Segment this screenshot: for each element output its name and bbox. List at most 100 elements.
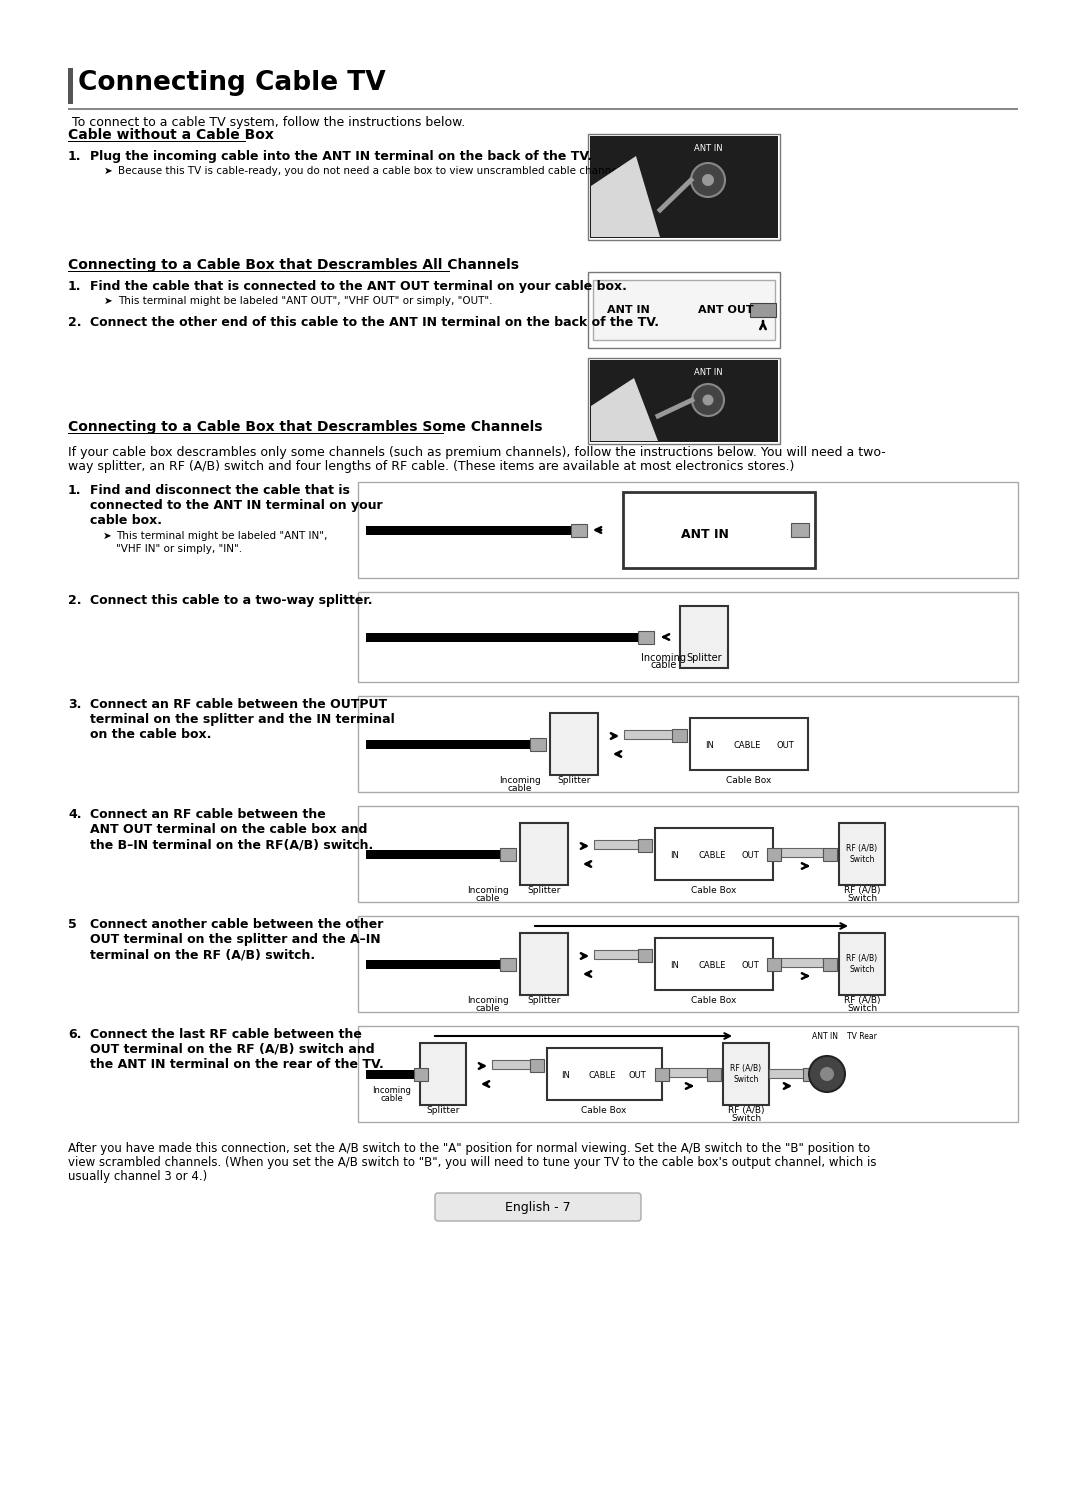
Text: Find the cable that is connected to the ANT OUT terminal on your cable box.: Find the cable that is connected to the … xyxy=(90,280,626,293)
Text: Splitter: Splitter xyxy=(686,653,721,664)
Text: IN: IN xyxy=(705,741,715,750)
Bar xyxy=(707,1067,721,1080)
Text: cable box.: cable box. xyxy=(90,513,162,527)
Text: Connecting Cable TV: Connecting Cable TV xyxy=(78,70,386,97)
Text: After you have made this connection, set the A/B switch to the "A" position for : After you have made this connection, set… xyxy=(68,1141,870,1155)
Text: ➤: ➤ xyxy=(104,296,112,307)
Bar xyxy=(357,482,1018,577)
Text: RF (A/B): RF (A/B) xyxy=(730,1064,761,1073)
Bar xyxy=(366,960,503,969)
Bar xyxy=(357,592,1018,682)
Text: OUT terminal on the splitter and the A–IN: OUT terminal on the splitter and the A–I… xyxy=(90,933,380,946)
Text: cable: cable xyxy=(651,661,677,670)
Text: Connect an RF cable between the: Connect an RF cable between the xyxy=(90,808,326,821)
Bar xyxy=(804,1067,816,1080)
Circle shape xyxy=(820,1067,834,1080)
Text: Connect the last RF cable between the: Connect the last RF cable between the xyxy=(90,1028,362,1042)
Bar xyxy=(638,948,652,961)
Bar xyxy=(530,1058,544,1071)
Text: RF (A/B): RF (A/B) xyxy=(843,885,880,894)
Bar xyxy=(366,1070,418,1079)
Text: CABLE: CABLE xyxy=(699,961,726,970)
Text: Cable Box: Cable Box xyxy=(727,777,772,786)
Text: Connect another cable between the other: Connect another cable between the other xyxy=(90,918,383,931)
Text: cable: cable xyxy=(508,784,532,793)
Text: 5: 5 xyxy=(68,918,77,931)
Text: 1.: 1. xyxy=(68,150,81,164)
Bar xyxy=(750,304,777,317)
Bar xyxy=(571,524,588,537)
Text: ANT IN: ANT IN xyxy=(607,305,649,315)
Text: Connecting to a Cable Box that Descrambles All Channels: Connecting to a Cable Box that Descrambl… xyxy=(68,257,519,272)
Bar xyxy=(590,135,778,238)
Bar xyxy=(546,1048,662,1100)
Text: Incoming: Incoming xyxy=(468,995,509,1004)
Text: This terminal might be labeled "ANT IN",: This terminal might be labeled "ANT IN", xyxy=(116,531,327,542)
Bar xyxy=(839,823,885,885)
Bar xyxy=(357,806,1018,902)
Bar xyxy=(839,933,885,995)
Bar xyxy=(781,848,823,857)
Text: CABLE: CABLE xyxy=(589,1071,616,1080)
Bar xyxy=(519,823,568,885)
Bar xyxy=(357,1027,1018,1122)
Text: Splitter: Splitter xyxy=(557,777,591,786)
Text: cable: cable xyxy=(476,894,500,903)
Text: connected to the ANT IN terminal on your: connected to the ANT IN terminal on your xyxy=(90,498,382,512)
FancyBboxPatch shape xyxy=(435,1193,642,1222)
Text: 1.: 1. xyxy=(68,484,81,497)
Text: Incoming: Incoming xyxy=(468,885,509,894)
Text: 4.: 4. xyxy=(68,808,81,821)
Bar xyxy=(530,738,546,750)
Bar xyxy=(500,957,516,970)
Text: If your cable box descrambles only some channels (such as premium channels), fol: If your cable box descrambles only some … xyxy=(68,446,886,458)
Text: TV Rear: TV Rear xyxy=(847,1033,877,1042)
Bar xyxy=(519,933,568,995)
Text: Switch: Switch xyxy=(847,1004,877,1013)
Text: Splitter: Splitter xyxy=(527,885,561,894)
Text: Connect this cable to a two-way splitter.: Connect this cable to a two-way splitter… xyxy=(90,594,373,607)
Text: ANT IN: ANT IN xyxy=(681,528,729,540)
Text: Connect the other end of this cable to the ANT IN terminal on the back of the TV: Connect the other end of this cable to t… xyxy=(90,315,659,329)
Bar xyxy=(769,1068,805,1077)
Bar xyxy=(68,68,73,104)
Text: ANT IN: ANT IN xyxy=(812,1033,838,1042)
Bar xyxy=(492,1059,532,1068)
Text: the ANT IN terminal on the rear of the TV.: the ANT IN terminal on the rear of the T… xyxy=(90,1058,383,1071)
Text: ➤: ➤ xyxy=(104,167,112,176)
Text: RF (A/B): RF (A/B) xyxy=(847,954,878,963)
Text: OUT: OUT xyxy=(741,851,759,860)
Bar xyxy=(823,848,837,860)
Text: Switch: Switch xyxy=(731,1115,761,1123)
Text: Incoming: Incoming xyxy=(642,653,687,664)
Text: RF (A/B): RF (A/B) xyxy=(843,995,880,1004)
Bar xyxy=(823,957,837,970)
Bar xyxy=(590,360,778,442)
Bar xyxy=(669,1068,707,1077)
Bar xyxy=(366,632,640,641)
Text: Because this TV is cable-ready, you do not need a cable box to view unscrambled : Because this TV is cable-ready, you do n… xyxy=(118,167,630,176)
Text: "VHF IN" or simply, "IN".: "VHF IN" or simply, "IN". xyxy=(116,545,242,554)
Circle shape xyxy=(691,164,725,196)
Text: English - 7: English - 7 xyxy=(505,1201,571,1214)
Text: way splitter, an RF (A/B) switch and four lengths of RF cable. (These items are : way splitter, an RF (A/B) switch and fou… xyxy=(68,460,795,473)
Text: the B–IN terminal on the RF(A/B) switch.: the B–IN terminal on the RF(A/B) switch. xyxy=(90,838,374,851)
Bar xyxy=(791,522,809,537)
Text: ANT OUT: ANT OUT xyxy=(698,305,754,315)
Text: Switch: Switch xyxy=(849,966,875,975)
Text: OUT: OUT xyxy=(777,741,794,750)
Text: Connecting to a Cable Box that Descrambles Some Channels: Connecting to a Cable Box that Descrambl… xyxy=(68,420,542,434)
Bar xyxy=(781,958,823,967)
Bar xyxy=(588,134,780,240)
Text: Cable Box: Cable Box xyxy=(691,885,737,894)
Bar xyxy=(366,850,503,859)
Text: Splitter: Splitter xyxy=(527,995,561,1004)
Bar xyxy=(366,525,573,534)
Bar xyxy=(654,1067,669,1080)
Text: on the cable box.: on the cable box. xyxy=(90,728,212,741)
Bar xyxy=(723,1043,769,1106)
Text: OUT terminal on the RF (A/B) switch and: OUT terminal on the RF (A/B) switch and xyxy=(90,1043,375,1056)
Text: usually channel 3 or 4.): usually channel 3 or 4.) xyxy=(68,1170,207,1183)
Text: RF (A/B): RF (A/B) xyxy=(847,844,878,853)
Text: Switch: Switch xyxy=(847,894,877,903)
